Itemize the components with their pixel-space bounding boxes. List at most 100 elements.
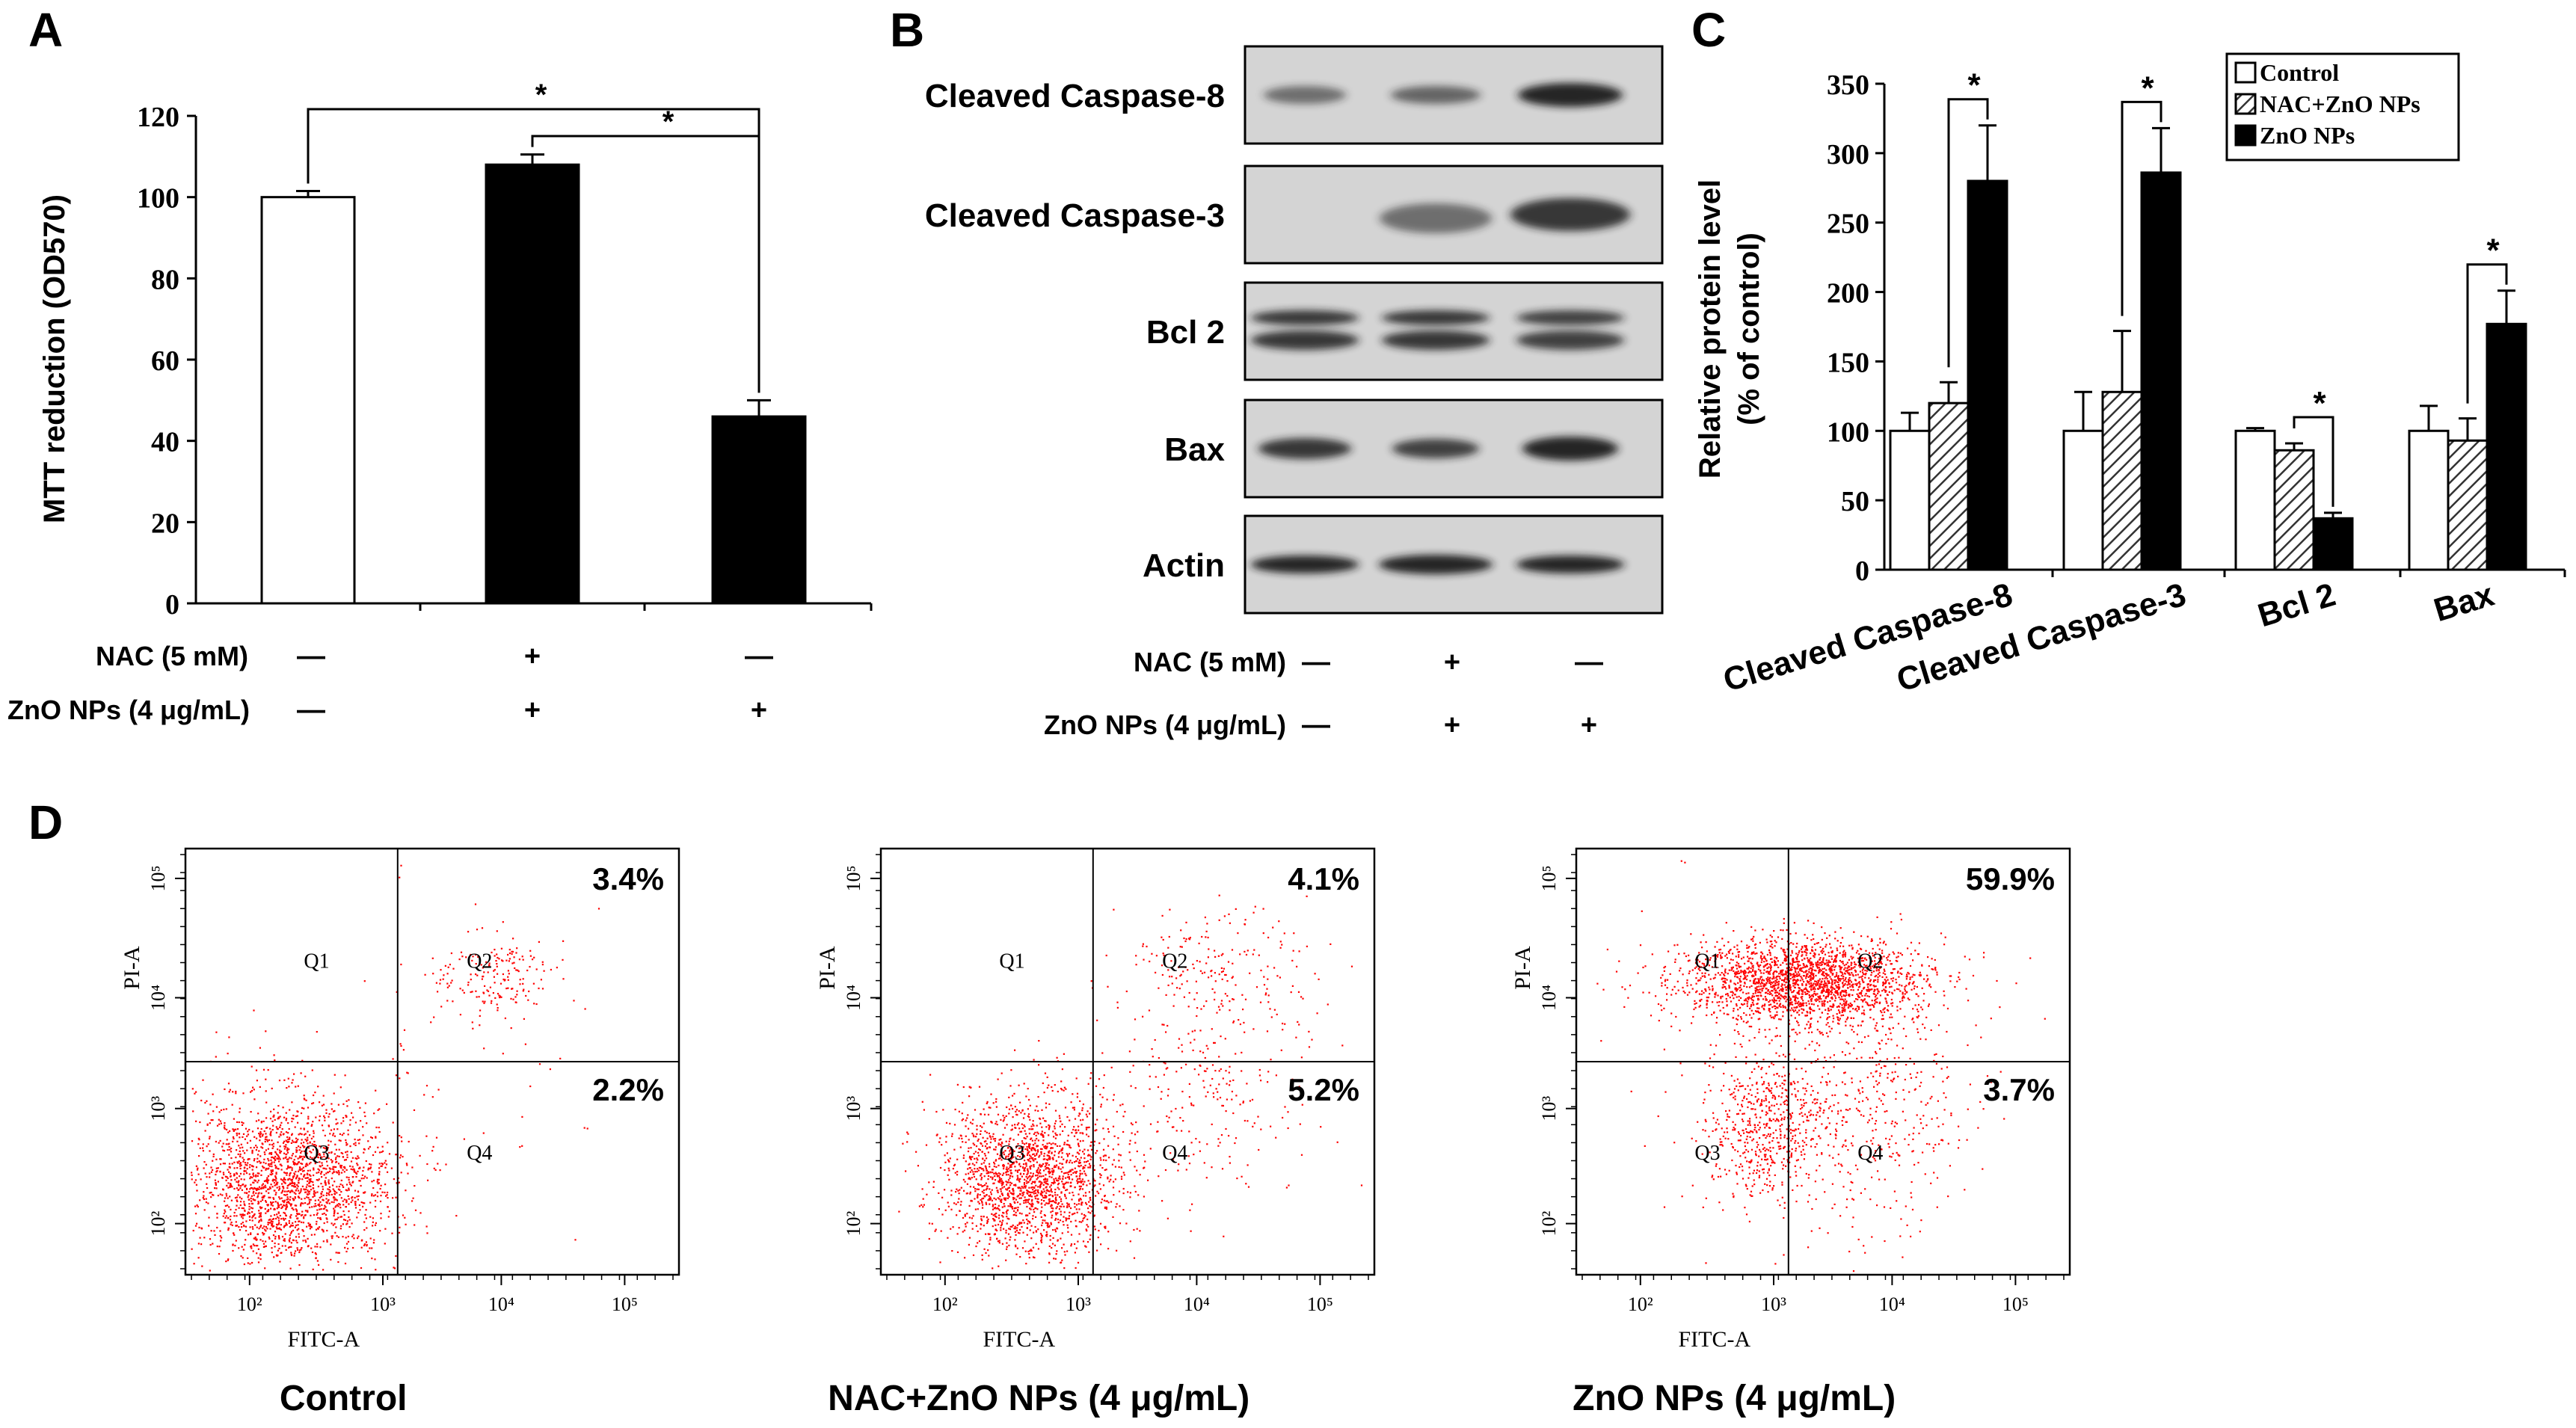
point: [1217, 1098, 1219, 1101]
quadrant-label: Q3: [999, 1142, 1024, 1165]
point: [252, 1086, 254, 1089]
point: [983, 1113, 986, 1115]
point: [1051, 1204, 1053, 1206]
point: [1065, 1088, 1067, 1090]
point: [491, 1000, 493, 1002]
point: [1080, 1198, 1082, 1201]
point: [280, 1252, 283, 1254]
point: [325, 1184, 327, 1186]
point: [214, 1205, 216, 1207]
point: [296, 1175, 298, 1177]
point: [1007, 1174, 1009, 1176]
point: [989, 1171, 992, 1173]
point: [280, 1165, 283, 1167]
point: [287, 1201, 289, 1203]
point: [1232, 1021, 1235, 1024]
point: [324, 1180, 326, 1182]
point: [1028, 1098, 1030, 1101]
point: [1191, 1030, 1193, 1032]
point: [226, 1139, 228, 1141]
point: [206, 1123, 209, 1125]
point: [1103, 1074, 1105, 1077]
point: [1045, 1195, 1048, 1198]
point: [228, 1163, 231, 1165]
point: [238, 1180, 240, 1182]
point: [1010, 1157, 1012, 1159]
point: [298, 1166, 301, 1169]
point: [283, 1204, 286, 1207]
point: [392, 1121, 394, 1124]
point: [275, 1217, 277, 1220]
point: [1039, 1184, 1042, 1187]
point: [245, 1220, 248, 1222]
blot-band: [1391, 86, 1481, 104]
point: [1035, 1175, 1037, 1177]
point: [995, 1138, 997, 1140]
point: [992, 1205, 994, 1207]
point: [1008, 1244, 1010, 1246]
point: [209, 1104, 212, 1106]
point: [1211, 1077, 1214, 1080]
point: [345, 1237, 347, 1239]
point: [1010, 1152, 1012, 1154]
point: [331, 1103, 333, 1105]
point: [1012, 1192, 1015, 1194]
point: [1273, 1009, 1276, 1011]
point: [1151, 952, 1153, 955]
point: [354, 1142, 357, 1144]
point: [343, 1166, 345, 1168]
point: [286, 1151, 289, 1154]
point: [1000, 1138, 1002, 1140]
point: [310, 1225, 312, 1228]
point: [1026, 1227, 1028, 1229]
point: [440, 1006, 443, 1008]
point: [277, 1112, 279, 1114]
point: [954, 1108, 956, 1111]
point: [1239, 953, 1241, 955]
point: [308, 1192, 310, 1195]
point: [325, 1168, 328, 1170]
point: [224, 1088, 226, 1090]
point: [478, 996, 480, 998]
point: [1027, 1168, 1029, 1170]
point: [220, 1109, 222, 1111]
point: [968, 1127, 970, 1130]
point: [309, 1151, 311, 1153]
point: [273, 1198, 275, 1200]
point: [1005, 1197, 1007, 1199]
point: [255, 1239, 257, 1241]
point: [300, 1190, 302, 1192]
point: [333, 1135, 336, 1137]
point: [1039, 1232, 1042, 1235]
point: [1185, 921, 1187, 923]
point: [972, 1254, 975, 1256]
point: [997, 1190, 999, 1192]
point: [240, 1255, 242, 1258]
point: [981, 1190, 983, 1192]
point: [236, 1225, 239, 1227]
point: [292, 1153, 294, 1155]
point: [280, 1197, 283, 1199]
point: [1005, 1181, 1007, 1183]
point: [1118, 1160, 1120, 1162]
point: [1029, 1249, 1031, 1252]
point: [274, 1167, 277, 1169]
point: [983, 1216, 985, 1218]
point: [206, 1176, 208, 1178]
point: [1154, 1038, 1156, 1041]
point: [1000, 1182, 1003, 1184]
point: [260, 1121, 262, 1124]
point: [267, 1168, 269, 1170]
point: [995, 1146, 997, 1148]
point: [1042, 1184, 1045, 1186]
point: [1033, 1231, 1035, 1234]
point: [1032, 1144, 1035, 1146]
point: [1077, 1158, 1079, 1160]
point: [365, 1209, 367, 1211]
point: [223, 1213, 225, 1215]
point: [1087, 1166, 1089, 1169]
point: [969, 1178, 971, 1181]
point: [210, 1196, 212, 1198]
point: [1263, 984, 1266, 986]
point: [387, 1142, 389, 1144]
